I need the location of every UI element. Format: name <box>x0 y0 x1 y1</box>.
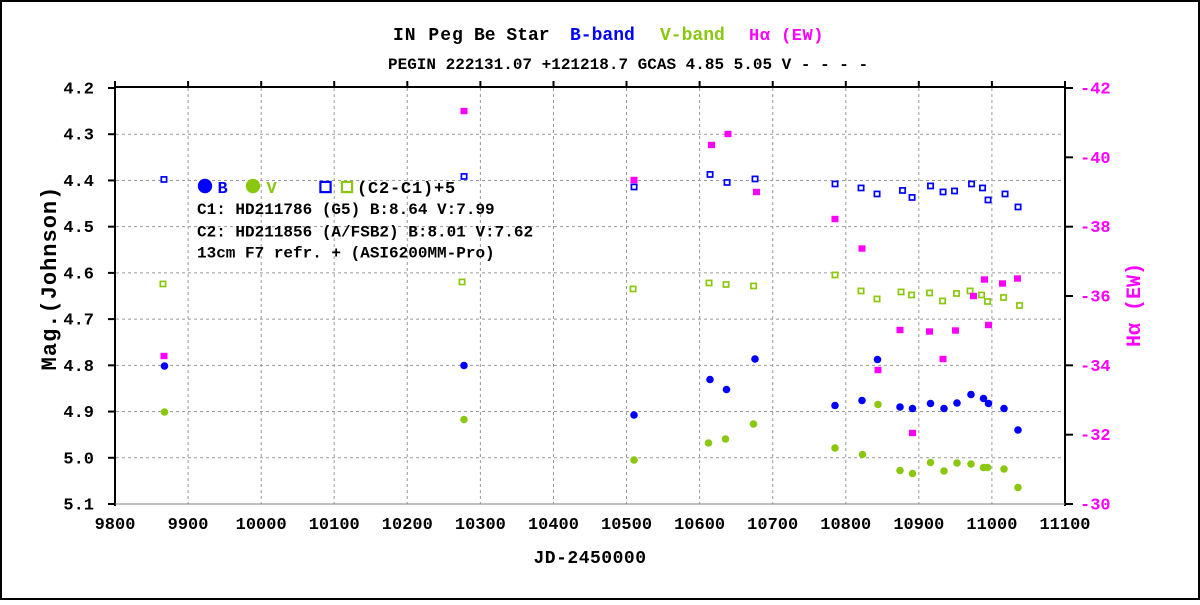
svg-text:-40: -40 <box>1080 150 1111 169</box>
svg-text:Be Star: Be Star <box>474 26 550 46</box>
svg-text:V-band: V-band <box>660 26 725 46</box>
svg-text:4.4: 4.4 <box>63 173 94 192</box>
svg-text:V: V <box>267 180 278 199</box>
svg-text:4.6: 4.6 <box>63 265 94 284</box>
svg-text:C1: HD211786 (G5) B:8.64 V:7.: C1: HD211786 (G5) B:8.64 V:7.99 <box>197 201 495 219</box>
svg-text:10000: 10000 <box>236 516 287 535</box>
svg-text:4.7: 4.7 <box>63 312 94 331</box>
svg-text:B-band: B-band <box>570 26 635 46</box>
svg-text:Mag.(Johnson): Mag.(Johnson) <box>38 186 63 371</box>
svg-text:PEGIN 222131.07 +121218.7 GCAS: PEGIN 222131.07 +121218.7 GCAS 4.85 5.05… <box>388 56 868 74</box>
svg-text:-38: -38 <box>1080 219 1111 238</box>
svg-text:10100: 10100 <box>309 516 360 535</box>
svg-text:(C2-C1)+5: (C2-C1)+5 <box>357 180 456 199</box>
svg-text:-32: -32 <box>1080 427 1111 446</box>
svg-text:JD-2450000: JD-2450000 <box>533 549 646 569</box>
svg-text:11000: 11000 <box>966 516 1017 535</box>
svg-text:10700: 10700 <box>747 516 798 535</box>
svg-text:-30: -30 <box>1080 497 1111 516</box>
svg-text:11100: 11100 <box>1039 516 1090 535</box>
svg-text:5.0: 5.0 <box>63 450 94 469</box>
svg-text:Hα (EW): Hα (EW) <box>749 27 824 46</box>
svg-text:-36: -36 <box>1080 289 1111 308</box>
svg-text:C2: HD211856 (A/FSB2) B:8.01: C2: HD211856 (A/FSB2) B:8.01 V:7.62 <box>197 224 533 242</box>
svg-text:10800: 10800 <box>820 516 871 535</box>
svg-text:13cm F7 refr. + (ASI6200MM-Pr: 13cm F7 refr. + (ASI6200MM-Pro) <box>197 245 495 263</box>
svg-text:IN Peg: IN Peg <box>393 26 464 46</box>
svg-text:5.1: 5.1 <box>63 497 94 516</box>
svg-text:10300: 10300 <box>455 516 506 535</box>
svg-text:4.8: 4.8 <box>63 358 94 377</box>
svg-text:9900: 9900 <box>168 516 209 535</box>
svg-text:10400: 10400 <box>528 516 579 535</box>
svg-text:10600: 10600 <box>674 516 725 535</box>
svg-text:4.3: 4.3 <box>63 127 94 146</box>
svg-text:10500: 10500 <box>601 516 652 535</box>
svg-text:-34: -34 <box>1080 358 1111 377</box>
svg-text:-42: -42 <box>1080 81 1111 100</box>
svg-text:4.5: 4.5 <box>63 219 94 238</box>
svg-text:4.9: 4.9 <box>63 404 94 423</box>
svg-text:B: B <box>218 180 228 199</box>
svg-text:10900: 10900 <box>893 516 944 535</box>
svg-text:9800: 9800 <box>95 516 136 535</box>
svg-text:4.2: 4.2 <box>63 81 94 100</box>
svg-text:Hα (EW): Hα (EW) <box>1124 263 1147 347</box>
svg-text:10200: 10200 <box>382 516 433 535</box>
